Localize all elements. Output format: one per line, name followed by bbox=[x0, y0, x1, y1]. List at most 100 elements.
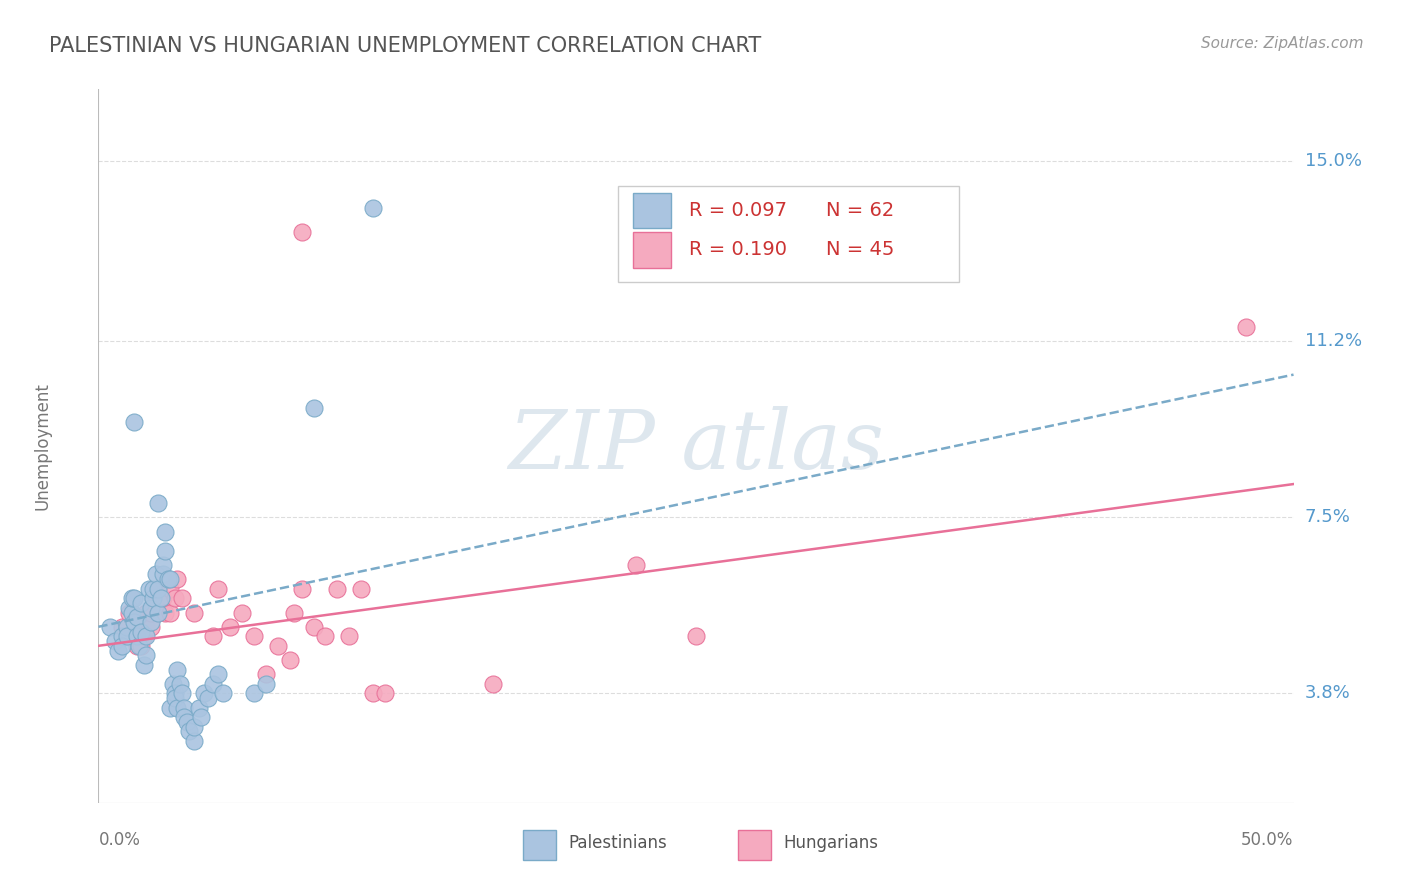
Point bbox=[121, 606, 143, 620]
FancyBboxPatch shape bbox=[738, 830, 772, 860]
Point bbox=[162, 677, 184, 691]
Point bbox=[374, 686, 396, 700]
Point bbox=[139, 600, 162, 615]
Point bbox=[363, 686, 385, 700]
Text: Source: ZipAtlas.com: Source: ZipAtlas.com bbox=[1201, 36, 1364, 51]
Point bbox=[125, 610, 148, 624]
Point bbox=[291, 225, 314, 239]
Point bbox=[163, 691, 186, 706]
Point bbox=[142, 591, 165, 606]
Text: R = 0.190: R = 0.190 bbox=[689, 240, 787, 260]
Point bbox=[183, 720, 205, 734]
Point bbox=[135, 606, 157, 620]
Point bbox=[107, 643, 129, 657]
Text: ZIP atlas: ZIP atlas bbox=[508, 406, 884, 486]
Point bbox=[183, 606, 205, 620]
Point bbox=[190, 710, 212, 724]
Point bbox=[166, 663, 188, 677]
Point bbox=[148, 606, 170, 620]
FancyBboxPatch shape bbox=[523, 830, 557, 860]
Point bbox=[139, 606, 162, 620]
Point bbox=[197, 691, 219, 706]
Point bbox=[155, 543, 177, 558]
Point bbox=[481, 677, 505, 691]
Text: 0.0%: 0.0% bbox=[98, 830, 141, 848]
Point bbox=[302, 401, 325, 415]
Text: 11.2%: 11.2% bbox=[1305, 333, 1362, 351]
Point bbox=[350, 582, 373, 596]
Point bbox=[243, 686, 266, 700]
Point bbox=[98, 620, 122, 634]
Point bbox=[207, 582, 229, 596]
Point bbox=[685, 629, 707, 643]
Point bbox=[166, 700, 188, 714]
Point bbox=[139, 620, 162, 634]
Point bbox=[159, 582, 181, 596]
Point bbox=[155, 606, 177, 620]
Point bbox=[207, 667, 229, 681]
Point bbox=[159, 700, 181, 714]
Point bbox=[125, 639, 148, 653]
Text: 15.0%: 15.0% bbox=[1305, 152, 1361, 169]
Point bbox=[231, 606, 253, 620]
Point bbox=[148, 496, 170, 510]
Point bbox=[152, 558, 174, 572]
Point bbox=[156, 572, 179, 586]
Point bbox=[139, 615, 162, 629]
Point bbox=[302, 620, 325, 634]
Point bbox=[138, 582, 160, 596]
Point bbox=[124, 415, 146, 429]
Point bbox=[121, 591, 143, 606]
Point bbox=[193, 686, 215, 700]
Point bbox=[148, 582, 170, 596]
Point bbox=[135, 629, 157, 643]
Point bbox=[104, 634, 127, 648]
Point bbox=[283, 606, 305, 620]
Point bbox=[124, 615, 146, 629]
Point bbox=[202, 629, 225, 643]
Point bbox=[128, 620, 150, 634]
Point bbox=[155, 524, 177, 539]
FancyBboxPatch shape bbox=[633, 232, 671, 268]
Point bbox=[124, 591, 146, 606]
Point bbox=[626, 558, 648, 572]
Point bbox=[115, 620, 138, 634]
Text: Palestinians: Palestinians bbox=[568, 835, 666, 853]
Text: 3.8%: 3.8% bbox=[1305, 684, 1350, 702]
Point bbox=[132, 629, 155, 643]
Point bbox=[173, 700, 195, 714]
FancyBboxPatch shape bbox=[619, 186, 959, 282]
Point bbox=[111, 629, 134, 643]
Point bbox=[152, 567, 174, 582]
Point bbox=[315, 629, 337, 643]
Point bbox=[183, 734, 205, 748]
Point bbox=[148, 582, 170, 596]
Point bbox=[145, 567, 167, 582]
Text: Unemployment: Unemployment bbox=[34, 382, 52, 510]
Point bbox=[211, 686, 233, 700]
Point bbox=[202, 677, 225, 691]
Point bbox=[172, 686, 194, 700]
Point bbox=[363, 201, 385, 215]
Point bbox=[142, 582, 165, 596]
Text: N = 45: N = 45 bbox=[827, 240, 894, 260]
Point bbox=[159, 606, 181, 620]
Point bbox=[125, 629, 148, 643]
FancyBboxPatch shape bbox=[633, 193, 671, 228]
Point bbox=[339, 629, 361, 643]
Point bbox=[163, 686, 186, 700]
Text: 50.0%: 50.0% bbox=[1241, 830, 1294, 848]
Point bbox=[131, 624, 153, 639]
Point bbox=[131, 639, 153, 653]
Point bbox=[118, 606, 141, 620]
Point bbox=[172, 591, 194, 606]
Point bbox=[326, 582, 349, 596]
Point bbox=[152, 591, 174, 606]
Point bbox=[132, 657, 155, 672]
Point bbox=[163, 591, 186, 606]
Point bbox=[128, 639, 150, 653]
Point bbox=[142, 591, 165, 606]
Point bbox=[115, 629, 138, 643]
Point bbox=[149, 591, 172, 606]
Point bbox=[1234, 320, 1257, 334]
